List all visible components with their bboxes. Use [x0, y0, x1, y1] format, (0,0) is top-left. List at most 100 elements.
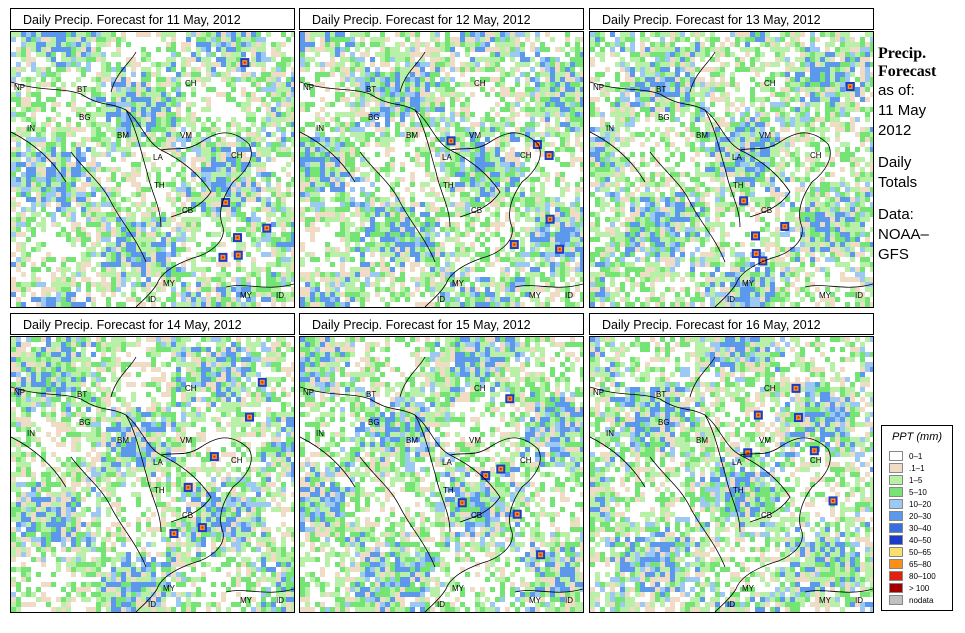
legend-item: 50–65 [889, 547, 931, 557]
country-label: BT [366, 390, 376, 399]
data-line-1: Data: [878, 206, 914, 223]
precip-map: NP BT IN BG BM CH VM LA CH TH CB MY ID MY ID [299, 31, 584, 308]
legend-swatch [889, 511, 903, 521]
legend-item: nodata [889, 595, 933, 605]
panel-title: Daily Precip. Forecast for 16 May, 2012 [589, 313, 874, 335]
country-label: MY [163, 584, 176, 593]
forecast-panel-3: Daily Precip. Forecast for 13 May, 2012 … [589, 8, 874, 308]
country-label: VM [469, 436, 481, 445]
legend-label: 20–30 [909, 511, 932, 521]
legend-label: 65–80 [909, 559, 932, 569]
country-label: CB [471, 511, 482, 520]
country-label: BT [656, 85, 666, 94]
legend-swatch [889, 475, 903, 485]
country-label: MY [742, 279, 755, 288]
country-label: CH [185, 79, 197, 88]
country-label: LA [442, 458, 452, 467]
country-label: CB [471, 206, 482, 215]
legend-swatch [889, 463, 903, 473]
panel-title: Daily Precip. Forecast for 11 May, 2012 [10, 8, 295, 30]
country-label: MY [240, 596, 253, 605]
country-label: BT [656, 390, 666, 399]
legend-item: 30–40 [889, 523, 931, 533]
forecast-panel-4: Daily Precip. Forecast for 14 May, 2012 … [10, 313, 295, 613]
country-label: CH [520, 456, 532, 465]
legend-item: 1–5 [889, 475, 922, 485]
country-label: TH [443, 486, 454, 495]
country-label: NP [303, 388, 314, 397]
forecast-panel-1: Daily Precip. Forecast for 11 May, 2012 … [10, 8, 295, 308]
country-label: IN [316, 429, 324, 438]
legend-swatch [889, 499, 903, 509]
country-label: BM [696, 436, 708, 445]
country-label: BT [77, 390, 87, 399]
precip-map: NP BT IN BG BM CH VM LA CH TH CB MY ID MY ID [10, 31, 295, 308]
country-label: BM [406, 436, 418, 445]
legend-label: 10–20 [909, 499, 932, 509]
forecast-info: Precip. Forecast as of: 11 May 2012 Dail… [878, 45, 964, 265]
country-label: VM [469, 131, 481, 140]
country-label: ID [727, 600, 735, 609]
title-line-2: Forecast [878, 63, 937, 80]
country-label: BG [368, 418, 380, 427]
country-label: LA [732, 153, 742, 162]
legend-item: 40–50 [889, 535, 931, 545]
country-label: VM [759, 131, 771, 140]
country-label: MY [452, 584, 465, 593]
country-label: CB [182, 206, 193, 215]
country-label: ID [855, 291, 863, 300]
country-label: LA [153, 458, 163, 467]
country-label: BT [77, 85, 87, 94]
country-label: VM [180, 436, 192, 445]
country-label: IN [27, 124, 35, 133]
legend-swatch [889, 535, 903, 545]
country-label: ID [276, 291, 284, 300]
country-label: CH [474, 384, 486, 393]
data-line-2: NOAA– [878, 226, 929, 243]
country-label: MY [452, 279, 465, 288]
precip-map: NP BT IN BG BM CH VM LA CH TH CB MY ID MY ID [10, 336, 295, 613]
country-label: ID [437, 600, 445, 609]
country-label: CH [520, 151, 532, 160]
country-label: VM [180, 131, 192, 140]
country-label: ID [148, 295, 156, 304]
country-label: ID [437, 295, 445, 304]
country-label: CH [764, 79, 776, 88]
country-label: BG [79, 113, 91, 122]
legend-swatch [889, 595, 903, 605]
forecast-panel-6: Daily Precip. Forecast for 16 May, 2012 … [589, 313, 874, 613]
country-label: TH [443, 181, 454, 190]
totals-line-1: Daily [878, 154, 912, 171]
asof-line-3: 2012 [878, 122, 912, 139]
legend-item: 5–10 [889, 487, 927, 497]
country-label: CH [185, 384, 197, 393]
country-label: MY [819, 596, 832, 605]
legend-title: PPT (mm) [891, 431, 943, 443]
country-label: NP [593, 388, 604, 397]
country-label: LA [442, 153, 452, 162]
legend-label: .1–1 [909, 463, 925, 473]
legend-label: > 100 [909, 583, 930, 593]
country-label: IN [606, 429, 614, 438]
country-label: BT [366, 85, 376, 94]
legend-label: 5–10 [909, 487, 927, 497]
country-label: MY [529, 291, 542, 300]
country-label: CH [231, 151, 243, 160]
data-line-3: GFS [878, 246, 909, 263]
country-label: ID [727, 295, 735, 304]
country-label: ID [855, 596, 863, 605]
country-label: BM [117, 436, 129, 445]
legend-label: 40–50 [909, 535, 932, 545]
country-label: MY [240, 291, 253, 300]
country-label: TH [733, 181, 744, 190]
country-label: MY [529, 596, 542, 605]
country-label: CB [182, 511, 193, 520]
country-label: TH [733, 486, 744, 495]
precip-map-svg: NP BT IN BG BM CH VM LA CH TH CB MY ID MY ID [590, 32, 873, 307]
country-label: ID [565, 291, 573, 300]
legend-item: > 100 [889, 583, 929, 593]
legend-label: nodata [909, 595, 934, 605]
precip-map-svg: NP BT IN BG BM CH VM LA CH TH CB MY ID MY ID [300, 32, 583, 307]
country-label: CH [810, 151, 822, 160]
asof-line-2: 11 May [878, 102, 927, 119]
